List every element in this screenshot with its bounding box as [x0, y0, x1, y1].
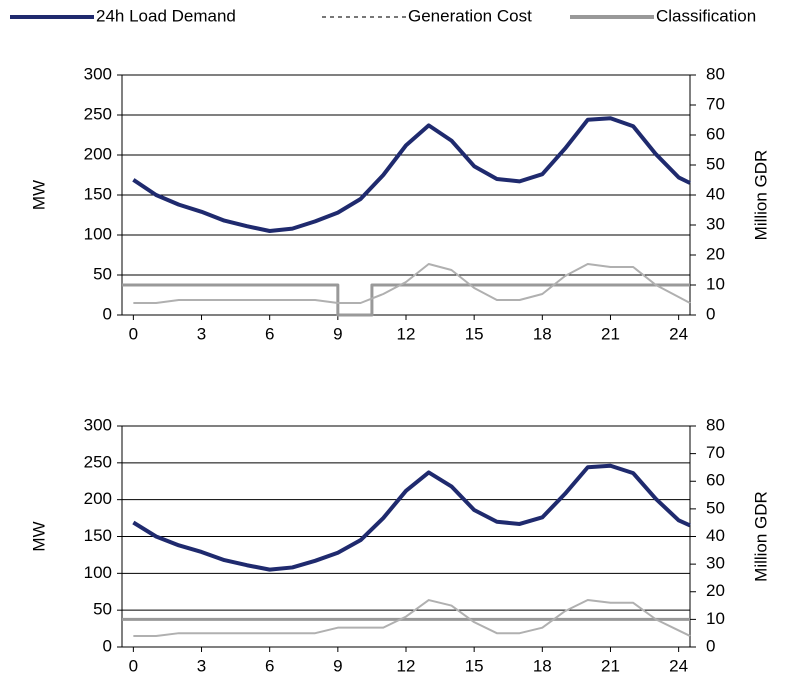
legend-label: Generation Cost [408, 6, 532, 25]
series-line [132, 116, 691, 233]
series-line [122, 283, 690, 317]
x-tick-label: 12 [397, 656, 416, 674]
y2-tick-label: 70 [706, 94, 725, 113]
y2-axis-label: Million GDR [751, 150, 770, 241]
x-tick-label: 9 [333, 656, 342, 674]
x-tick-label: 18 [533, 656, 552, 674]
y-tick-label: 50 [93, 264, 112, 283]
x-tick-label: 3 [197, 324, 206, 343]
x-tick-label: 15 [465, 656, 484, 674]
legend-label: Classification [656, 6, 756, 25]
x-tick-label: 0 [129, 656, 138, 674]
y-tick-label: 100 [84, 224, 112, 243]
x-tick-label: 21 [601, 656, 620, 674]
y-tick-label: 100 [84, 563, 112, 582]
x-tick-label: 0 [129, 324, 138, 343]
y2-tick-label: 0 [706, 636, 715, 655]
y2-tick-label: 80 [706, 415, 725, 434]
y2-tick-label: 80 [706, 64, 725, 83]
y2-tick-label: 30 [706, 214, 725, 233]
x-tick-label: 12 [397, 324, 416, 343]
x-tick-label: 21 [601, 324, 620, 343]
y-tick-label: 0 [103, 636, 112, 655]
y2-tick-label: 10 [706, 609, 725, 628]
y2-tick-label: 70 [706, 443, 725, 462]
x-tick-label: 6 [265, 324, 274, 343]
series-line [133, 263, 691, 304]
x-tick-label: 15 [465, 324, 484, 343]
series-line [133, 599, 691, 637]
y2-tick-label: 0 [706, 304, 715, 323]
x-tick-label: 6 [265, 656, 274, 674]
x-tick-label: 9 [333, 324, 342, 343]
y2-tick-label: 40 [706, 526, 725, 545]
x-tick-label: 3 [197, 656, 206, 674]
series-line [132, 463, 691, 572]
x-tick-label: 24 [669, 656, 688, 674]
y-axis-label: MW [29, 521, 48, 551]
y-tick-label: 200 [84, 144, 112, 163]
x-tick-label: 24 [669, 324, 688, 343]
y-tick-label: 300 [84, 64, 112, 83]
y2-axis-label: Million GDR [751, 491, 770, 582]
y-tick-label: 300 [84, 415, 112, 434]
y-tick-label: 250 [84, 104, 112, 123]
y2-tick-label: 50 [706, 498, 725, 517]
y2-tick-label: 20 [706, 244, 725, 263]
y-tick-label: 250 [84, 452, 112, 471]
y-tick-label: 50 [93, 600, 112, 619]
y-tick-label: 150 [84, 184, 112, 203]
y2-tick-label: 30 [706, 554, 725, 573]
y-tick-label: 150 [84, 526, 112, 545]
y2-tick-label: 40 [706, 184, 725, 203]
y-tick-label: 0 [103, 304, 112, 323]
y2-tick-label: 10 [706, 274, 725, 293]
y-axis-label: MW [29, 180, 48, 210]
legend-label: 24h Load Demand [96, 6, 236, 25]
y2-tick-label: 20 [706, 581, 725, 600]
x-tick-label: 18 [533, 324, 552, 343]
y2-tick-label: 60 [706, 471, 725, 490]
y-tick-label: 200 [84, 489, 112, 508]
y2-tick-label: 60 [706, 124, 725, 143]
y2-tick-label: 50 [706, 154, 725, 173]
